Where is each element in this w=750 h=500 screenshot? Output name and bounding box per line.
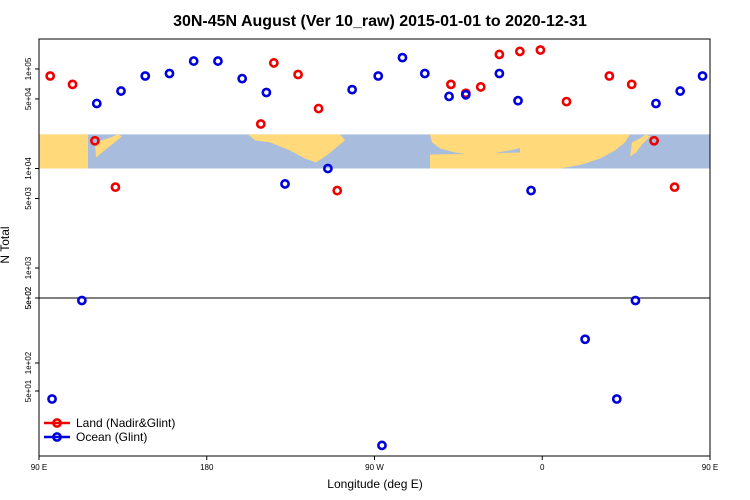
legend-label: Ocean (Glint) <box>76 430 147 444</box>
y-tick-label: 1e+03 <box>24 256 33 279</box>
land-point <box>514 46 525 57</box>
ocean-point <box>76 295 87 306</box>
x-tick-label: 180 <box>200 463 214 472</box>
ocean-point <box>460 89 471 100</box>
ocean-point <box>526 185 536 196</box>
ocean-point <box>188 56 199 66</box>
ocean-point <box>494 68 505 79</box>
legend-marker <box>52 418 62 428</box>
ocean-point <box>116 86 126 96</box>
y-tick-label: 5e+01 <box>24 379 33 402</box>
ocean-point <box>651 98 661 109</box>
x-axis-ticks: 90 E 180 90 W 0 90 E <box>31 456 718 472</box>
ocean-point <box>47 394 57 404</box>
ocean-point <box>347 84 358 95</box>
land-north-america <box>248 134 345 163</box>
x-axis-label: Longitude (deg E) <box>327 477 422 491</box>
y-tick-label: 5e+03 <box>24 187 33 210</box>
y-tick-label: 1e+02 <box>24 351 33 374</box>
land-point <box>561 96 572 107</box>
y-tick-label: 5e+02 <box>24 286 33 309</box>
land-point <box>446 79 456 90</box>
ocean-point <box>373 71 384 81</box>
ocean-point <box>280 179 290 189</box>
land-point <box>313 103 324 114</box>
ocean-point <box>513 95 523 106</box>
land-asia-west <box>39 134 88 169</box>
land-point <box>67 79 78 90</box>
legend-label: Land (Nadir&Glint) <box>76 416 175 430</box>
land-europe-asia <box>430 134 528 155</box>
world-map-band <box>39 134 710 169</box>
y-tick-label: 1e+05 <box>24 57 33 80</box>
land-point <box>535 45 546 55</box>
land-point <box>669 182 680 193</box>
land-point <box>626 79 637 90</box>
legend: Land (Nadir&Glint)Ocean (Glint) <box>44 416 175 444</box>
land-point <box>45 71 56 81</box>
land-point <box>255 119 266 129</box>
y-axis-ticks: 5e+02 1e+03 5e+03 1e+04 5e+04 1e+05 5e+01 1e+02… <box>24 57 39 402</box>
ocean-point <box>261 87 272 98</box>
land-japan-west <box>95 134 122 158</box>
ocean-point <box>140 71 151 81</box>
land-point <box>293 69 303 80</box>
ocean-point <box>419 68 430 79</box>
ocean-point <box>397 52 408 63</box>
ocean-point <box>377 440 387 451</box>
land-point <box>494 49 505 60</box>
y-tick-label: 5e+02 <box>24 286 33 309</box>
ocean-point <box>237 73 248 84</box>
ocean-point <box>444 91 454 102</box>
x-tick-label: 90 W <box>365 463 384 472</box>
land-point <box>475 82 486 92</box>
land-shapes <box>39 134 650 169</box>
ocean-point <box>675 86 686 96</box>
legend-marker <box>52 432 62 442</box>
ocean-point <box>91 98 102 109</box>
land-point <box>110 182 121 193</box>
x-tick-label: 90 E <box>31 463 47 472</box>
land-point <box>90 135 100 146</box>
ocean-point <box>164 68 175 79</box>
land-point <box>268 58 279 68</box>
plot-frame <box>38 38 711 457</box>
y-tick-label: 1e+04 <box>24 157 33 180</box>
ocean-point <box>697 71 708 81</box>
ocean-point <box>611 394 622 404</box>
land-japan-east <box>630 134 650 157</box>
y-tick-label: 5e+04 <box>24 87 33 110</box>
ocean-point <box>630 295 641 306</box>
data-points <box>45 45 708 451</box>
ocean-point <box>323 163 333 174</box>
land-north-africa <box>430 152 522 169</box>
land-point <box>332 185 343 196</box>
land-point <box>604 71 615 81</box>
ocean-point <box>213 56 223 66</box>
x-tick-label: 90 E <box>702 463 718 472</box>
land-point <box>649 135 659 146</box>
ocean-point <box>580 334 591 345</box>
chart-title: 30N-45N August (Ver 10_raw) 2015-01-01 t… <box>173 13 587 30</box>
plot-area: 90 E 180 90 W 0 90 E 5e+021e+035e+031e+045e+… <box>24 38 718 472</box>
y-axis-label: N Total <box>0 226 12 263</box>
x-tick-label: 0 <box>540 463 545 472</box>
land-asia-east <box>520 134 630 169</box>
